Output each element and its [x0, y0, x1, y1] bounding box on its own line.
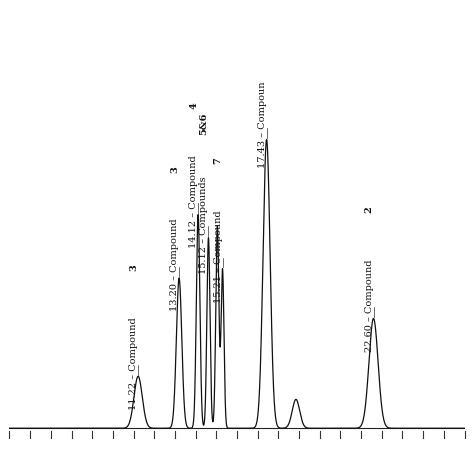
Text: 15.12 – Compounds: 15.12 – Compounds [200, 173, 209, 273]
Text: 2: 2 [365, 206, 374, 213]
Text: 17.43 – Compoun: 17.43 – Compoun [257, 82, 266, 168]
Text: 4: 4 [189, 102, 198, 109]
Text: 3: 3 [129, 264, 138, 271]
Text: 3: 3 [170, 166, 179, 173]
Text: 5&6: 5&6 [200, 112, 209, 135]
Text: 22.60 – Compound: 22.60 – Compound [365, 256, 374, 352]
Text: 11.22 – Compound: 11.22 – Compound [129, 314, 138, 410]
Text: 15.21 – Compound: 15.21 – Compound [213, 207, 222, 303]
Text: 13.20 – Compound: 13.20 – Compound [170, 216, 179, 311]
Text: 7: 7 [213, 157, 222, 164]
Text: 14.12 – Compound: 14.12 – Compound [189, 152, 198, 248]
